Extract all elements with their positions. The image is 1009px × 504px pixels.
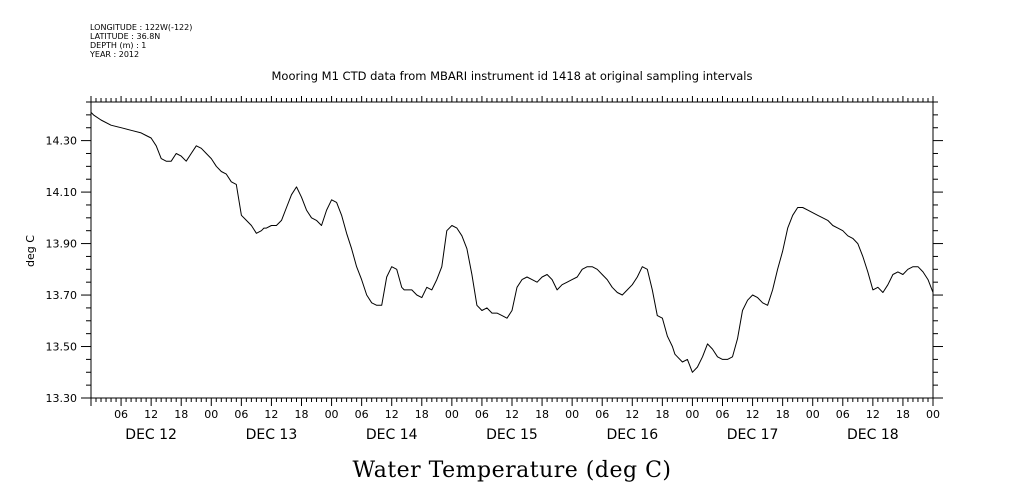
y-tick-label: 13.90 [46,238,78,251]
x-day-label: DEC 13 [246,427,298,443]
x-hour-label: 12 [144,408,158,421]
x-hour-label: 12 [264,408,278,421]
x-hour-label: 06 [114,408,128,421]
x-axis-title: Water Temperature (deg C) [353,458,672,483]
x-hour-label: 00 [926,408,940,421]
x-day-label: DEC 16 [606,427,658,443]
temperature-series-line [90,111,934,373]
x-hour-label: 06 [355,408,369,421]
y-axis-label: deg C [24,235,37,267]
x-hour-label: 18 [295,408,309,421]
longitude-label: LONGITUDE : 122W(-122) [90,23,192,32]
x-hour-label: 18 [174,408,188,421]
x-hour-label: 00 [204,408,218,421]
y-tick-label: 13.70 [46,289,78,302]
y-tick-label: 13.30 [46,392,78,405]
x-day-label: DEC 14 [366,427,418,443]
x-hour-label: 12 [385,408,399,421]
y-tick-label: 14.30 [46,135,78,148]
chart-title: Mooring M1 CTD data from MBARI instrumen… [272,69,753,83]
x-hour-label: 00 [565,408,579,421]
x-day-label: DEC 15 [486,427,538,443]
x-hour-label: 12 [505,408,519,421]
y-tick-label: 14.10 [46,186,78,199]
x-hour-label: 18 [896,408,910,421]
plot-frame [90,101,934,399]
x-day-label: DEC 12 [125,427,177,443]
x-hour-label: 12 [625,408,639,421]
x-hour-label: 18 [535,408,549,421]
x-hour-label: 06 [595,408,609,421]
x-hour-label: 00 [325,408,339,421]
x-hour-label: 00 [685,408,699,421]
x-hour-label: 00 [806,408,820,421]
x-hour-label: 06 [234,408,248,421]
x-hour-label: 06 [475,408,489,421]
x-hour-label: 06 [836,408,850,421]
x-hour-label: 18 [776,408,790,421]
x-hour-label: 12 [866,408,880,421]
x-hour-label: 12 [746,408,760,421]
x-hour-label: 00 [445,408,459,421]
x-hour-label: 18 [415,408,429,421]
y-tick-label: 13.50 [46,341,78,354]
x-hour-label: 18 [655,408,669,421]
axes [90,101,934,399]
latitude-label: LATITUDE : 36.8N [90,32,160,41]
x-day-label: DEC 18 [847,427,899,443]
depth-label: DEPTH (m) : 1 [90,41,146,50]
x-hour-label: 06 [716,408,730,421]
tick-labels: 13.30 13.50 13.70 13.90 14.10 14.30 06 12 18 00 06… [46,135,941,443]
x-day-label: DEC 17 [727,427,779,443]
plot-area [90,111,934,373]
tick-marks [81,96,943,406]
year-label: YEAR : 2012 [89,50,139,59]
